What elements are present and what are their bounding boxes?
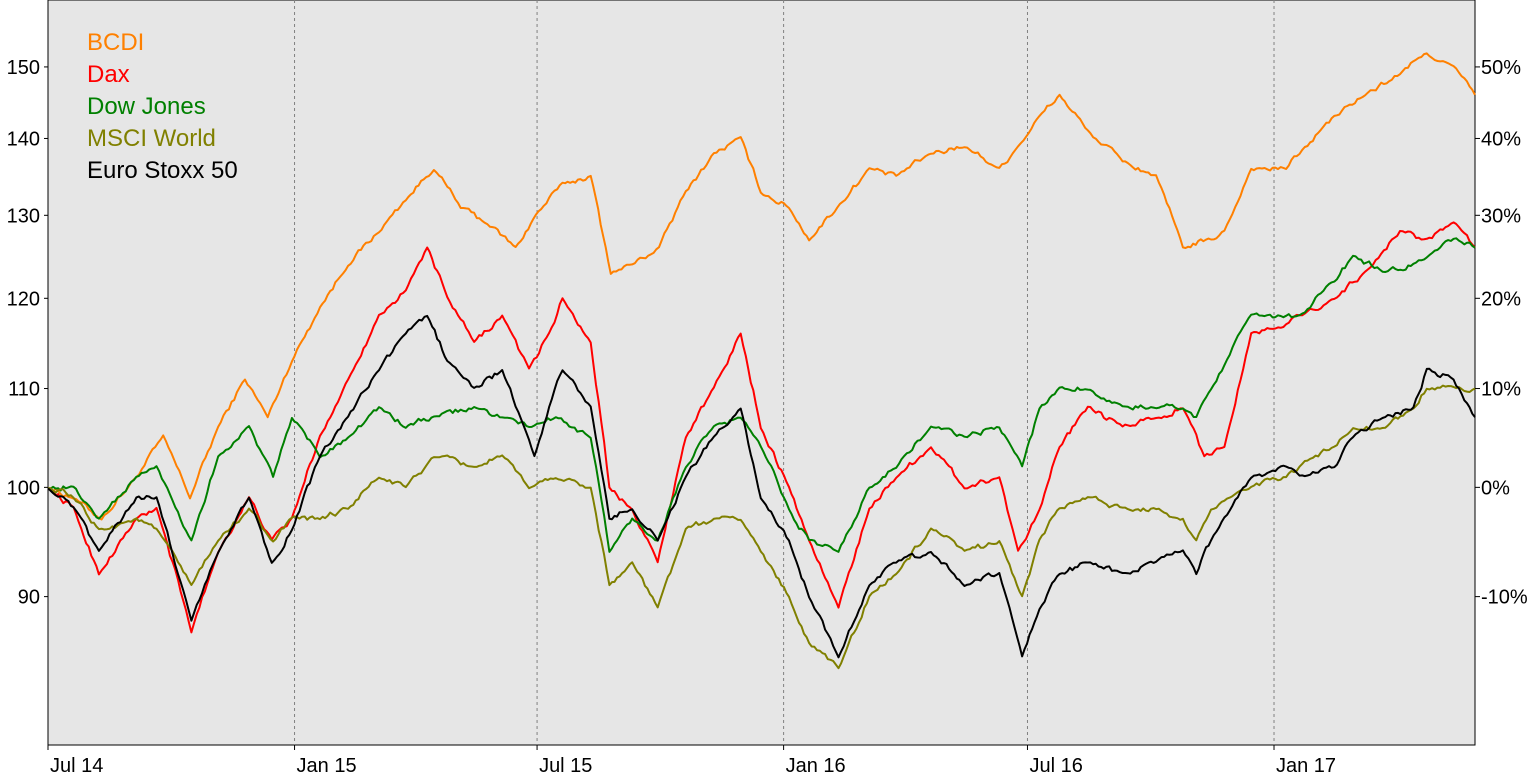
- y-left-tick-label: 150: [7, 57, 40, 79]
- series-line-euro-stoxx-50: [47, 314, 1476, 659]
- legend-entry: MSCI World: [87, 125, 216, 152]
- y-axis-left-ticks: 90 100 110 120 130 140 150: [7, 57, 48, 609]
- x-tick-label: Jul 15: [539, 755, 592, 777]
- series-line-bcdi: [47, 52, 1476, 521]
- y-right-tick-label: 30%: [1481, 205, 1521, 227]
- series-line-msci-world: [47, 384, 1476, 670]
- y-left-tick-label: 130: [7, 205, 40, 227]
- grid-lines: [294, 0, 1275, 745]
- x-axis-ticks: Jul 14 Jan 15 Jul 15 Jan 16 Jul 16 Jan 17: [47, 745, 1336, 777]
- x-tick-label: Jan 17: [1276, 755, 1336, 777]
- y-right-tick-label: 10%: [1481, 379, 1521, 401]
- legend-entry: Dax: [87, 61, 130, 88]
- y-axis-right-ticks: -10% 0% 10% 20% 30% 40% 50%: [1475, 57, 1528, 609]
- legend-entry: Dow Jones: [87, 93, 206, 120]
- series-lines: [47, 52, 1476, 670]
- x-tick-label: Jan 15: [297, 755, 357, 777]
- legend-entry: BCDI: [87, 29, 144, 56]
- y-left-tick-label: 140: [7, 128, 40, 150]
- y-right-tick-label: 40%: [1481, 128, 1521, 150]
- y-right-tick-label: -10%: [1481, 587, 1528, 609]
- y-left-tick-label: 100: [7, 477, 40, 499]
- legend-entry: Euro Stoxx 50: [87, 157, 238, 184]
- y-left-tick-label: 90: [18, 587, 40, 609]
- y-right-tick-label: 50%: [1481, 57, 1521, 79]
- y-left-tick-label: 110: [8, 379, 40, 401]
- plot-area: [47, 0, 1476, 746]
- legend: BCDI Dax Dow Jones MSCI World Euro Stoxx 50: [87, 29, 238, 184]
- x-tick-label: Jul 16: [1029, 755, 1082, 777]
- x-tick-label: Jul 14: [50, 755, 103, 777]
- y-right-tick-label: 0%: [1481, 477, 1510, 499]
- x-tick-label: Jan 16: [786, 755, 846, 777]
- series-line-dow-jones: [47, 237, 1476, 553]
- y-right-tick-label: 20%: [1481, 288, 1521, 310]
- y-left-tick-label: 120: [7, 288, 40, 310]
